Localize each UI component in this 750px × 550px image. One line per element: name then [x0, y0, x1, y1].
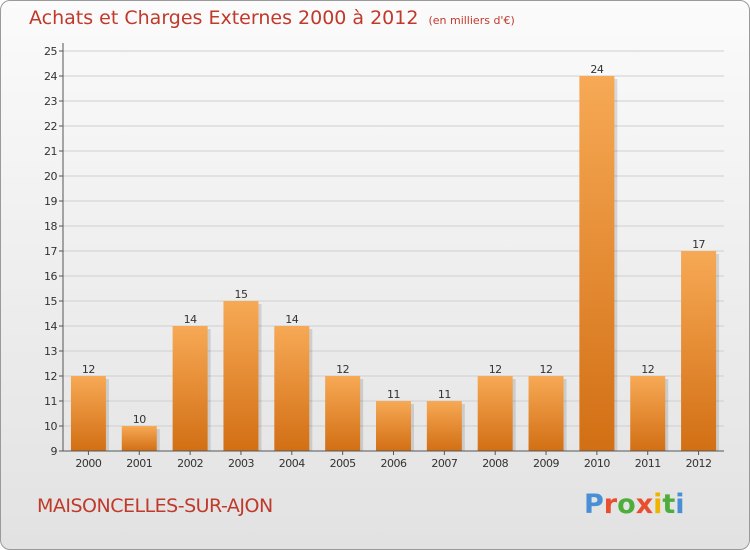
logo-letter: r — [603, 489, 618, 520]
y-tick-label: 17 — [44, 245, 57, 258]
y-tick-label: 20 — [44, 170, 57, 183]
bar — [630, 376, 666, 451]
y-tick-label: 19 — [44, 195, 57, 208]
y-tick-label: 22 — [44, 120, 57, 133]
data-label: 14 — [184, 313, 197, 326]
logo-letter: o — [617, 489, 636, 520]
x-tick-label: 2003 — [228, 457, 254, 470]
data-label: 15 — [234, 288, 247, 301]
data-label: 12 — [82, 363, 95, 376]
bars — [70, 76, 720, 451]
y-tick-label: 10 — [44, 420, 57, 433]
x-tick-label: 2005 — [330, 457, 356, 470]
bar — [70, 376, 106, 451]
y-tick-label: 11 — [44, 395, 57, 408]
data-label: 14 — [285, 313, 298, 326]
data-label: 17 — [692, 238, 705, 251]
x-tick-label: 2000 — [75, 457, 101, 470]
logo-letter: t — [662, 489, 676, 520]
bar — [477, 376, 513, 451]
bar — [376, 401, 411, 451]
y-tick-label: 18 — [44, 220, 57, 233]
x-tick-label: 2010 — [584, 457, 610, 470]
data-label: 10 — [133, 413, 146, 426]
y-tick-label: 16 — [44, 270, 57, 283]
data-labels: 12 10 14 15 14 12 11 11 12 12 24 12 17 — [82, 63, 706, 426]
axes — [59, 43, 724, 455]
x-tick-label: 2007 — [431, 457, 457, 470]
x-tick-label: 2006 — [381, 457, 407, 470]
x-tick-labels: 2000 2001 2002 2003 2004 2005 2006 2007 2008 2009… — [75, 457, 712, 470]
y-tick-label: 13 — [44, 345, 57, 358]
x-tick-label: 2012 — [686, 457, 712, 470]
y-tick-label: 25 — [44, 45, 57, 58]
y-tick-label: 15 — [44, 295, 57, 308]
x-tick-label: 2009 — [533, 457, 559, 470]
x-tick-label: 2001 — [126, 457, 152, 470]
title-line: Achats et Charges Externes 2000 à 2012 (e… — [29, 7, 515, 29]
data-label: 12 — [336, 363, 349, 376]
x-tick-label: 2011 — [635, 457, 661, 470]
bar — [426, 401, 462, 451]
bar — [579, 76, 615, 451]
chart-subtitle: (en milliers d'€) — [428, 14, 515, 27]
bar — [528, 376, 564, 451]
data-label: 12 — [641, 363, 654, 376]
y-tick-label: 21 — [44, 145, 57, 158]
bar — [172, 326, 208, 451]
x-tick-label: 2004 — [279, 457, 305, 470]
logo-letter: i — [675, 489, 685, 520]
data-label: 11 — [438, 388, 451, 401]
proxiti-logo: Proxiti — [584, 489, 685, 520]
logo-letter: x — [635, 489, 654, 520]
bar — [223, 301, 259, 451]
y-tick-label: 9 — [51, 445, 58, 458]
y-tick-label: 12 — [44, 370, 57, 383]
logo-letter: P — [584, 489, 604, 520]
data-label: 12 — [489, 363, 502, 376]
commune-name: MAISONCELLES-SUR-AJON — [37, 495, 273, 517]
x-tick-label: 2002 — [177, 457, 203, 470]
logo-letter: i — [653, 489, 663, 520]
y-tick-label: 14 — [44, 320, 57, 333]
y-tick-label: 24 — [44, 70, 57, 83]
data-label: 24 — [590, 63, 603, 76]
data-label: 11 — [387, 388, 400, 401]
chart-title: Achats et Charges Externes 2000 à 2012 — [29, 7, 419, 29]
y-tick-label: 23 — [44, 95, 57, 108]
bar — [121, 426, 157, 451]
bar — [274, 326, 310, 451]
x-tick-label: 2008 — [482, 457, 508, 470]
data-label: 12 — [540, 363, 553, 376]
grid-lines — [63, 50, 724, 427]
y-tick-labels: 9 10 11 12 13 14 15 16 17 18 19 20 21 22 23 24 25 — [44, 45, 58, 458]
bar — [325, 376, 361, 451]
bar — [681, 251, 717, 451]
